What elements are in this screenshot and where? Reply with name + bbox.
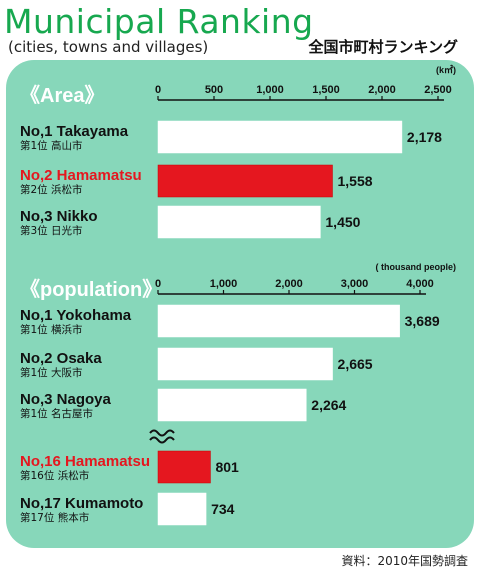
bar bbox=[157, 388, 307, 422]
data-label: 2,264 bbox=[311, 397, 346, 413]
bar bbox=[157, 492, 207, 526]
x-tick-label: 2,000 bbox=[275, 278, 303, 290]
row-label: No,1 Yokohama bbox=[20, 307, 132, 324]
x-tick-label: 4,000 bbox=[406, 278, 434, 290]
x-tick-label: 0 bbox=[155, 84, 161, 96]
data-label: 734 bbox=[211, 501, 235, 517]
row-sublabel: 第1位 大阪市 bbox=[20, 366, 83, 379]
row-sublabel: 第3位 日光市 bbox=[20, 224, 83, 237]
bar bbox=[157, 347, 333, 381]
axis-unit: ( thousand people) bbox=[376, 262, 457, 272]
data-label: 1,558 bbox=[337, 173, 372, 189]
bar bbox=[157, 205, 321, 239]
bar bbox=[157, 304, 400, 338]
row-label: No,1 Takayama bbox=[20, 123, 129, 140]
row-label: No,2 Osaka bbox=[20, 350, 102, 367]
data-label: 2,178 bbox=[407, 129, 442, 145]
section-title-area: 《Area》 bbox=[20, 84, 104, 107]
page-subtitle-japanese: 全国市町村ランキング bbox=[308, 38, 458, 56]
data-label: 2,665 bbox=[338, 356, 373, 372]
row-label: No,2 Hamamatsu bbox=[20, 167, 142, 184]
source-note: 資料：2010年国勢調査 bbox=[341, 554, 468, 568]
x-tick-label: 1,000 bbox=[210, 278, 238, 290]
page-title: Municipal Ranking bbox=[4, 2, 314, 41]
x-tick-label: 1,000 bbox=[256, 84, 284, 96]
data-label: 801 bbox=[215, 459, 239, 475]
data-label: 1,450 bbox=[325, 214, 360, 230]
page-subtitle: (cities, towns and villages) bbox=[8, 38, 209, 56]
bar bbox=[157, 450, 211, 484]
x-tick-label: 3,000 bbox=[341, 278, 369, 290]
x-tick-label: 500 bbox=[205, 84, 223, 96]
row-sublabel: 第17位 熊本市 bbox=[20, 511, 89, 524]
row-label: No,3 Nikko bbox=[20, 208, 98, 225]
x-tick-label: 2,500 bbox=[424, 84, 452, 96]
row-sublabel: 第1位 名古屋市 bbox=[20, 407, 93, 420]
bar bbox=[157, 120, 403, 154]
bar bbox=[157, 164, 333, 198]
data-label: 3,689 bbox=[405, 313, 440, 329]
x-tick-label: 2,000 bbox=[368, 84, 396, 96]
x-tick-label: 1,500 bbox=[312, 84, 340, 96]
row-label: No,3 Nagoya bbox=[20, 391, 112, 408]
row-sublabel: 第2位 浜松市 bbox=[20, 183, 83, 196]
row-label: No,16 Hamamatsu bbox=[20, 453, 150, 470]
axis-break-marker bbox=[149, 429, 175, 444]
row-label: No,17 Kumamoto bbox=[20, 495, 143, 512]
section-title-population: 《population》 bbox=[20, 278, 162, 301]
axis-unit: (k㎡) bbox=[436, 64, 456, 75]
row-sublabel: 第1位 横浜市 bbox=[20, 323, 83, 336]
row-sublabel: 第16位 浜松市 bbox=[20, 469, 89, 482]
row-sublabel: 第1位 高山市 bbox=[20, 139, 83, 152]
x-tick-label: 0 bbox=[155, 278, 161, 290]
